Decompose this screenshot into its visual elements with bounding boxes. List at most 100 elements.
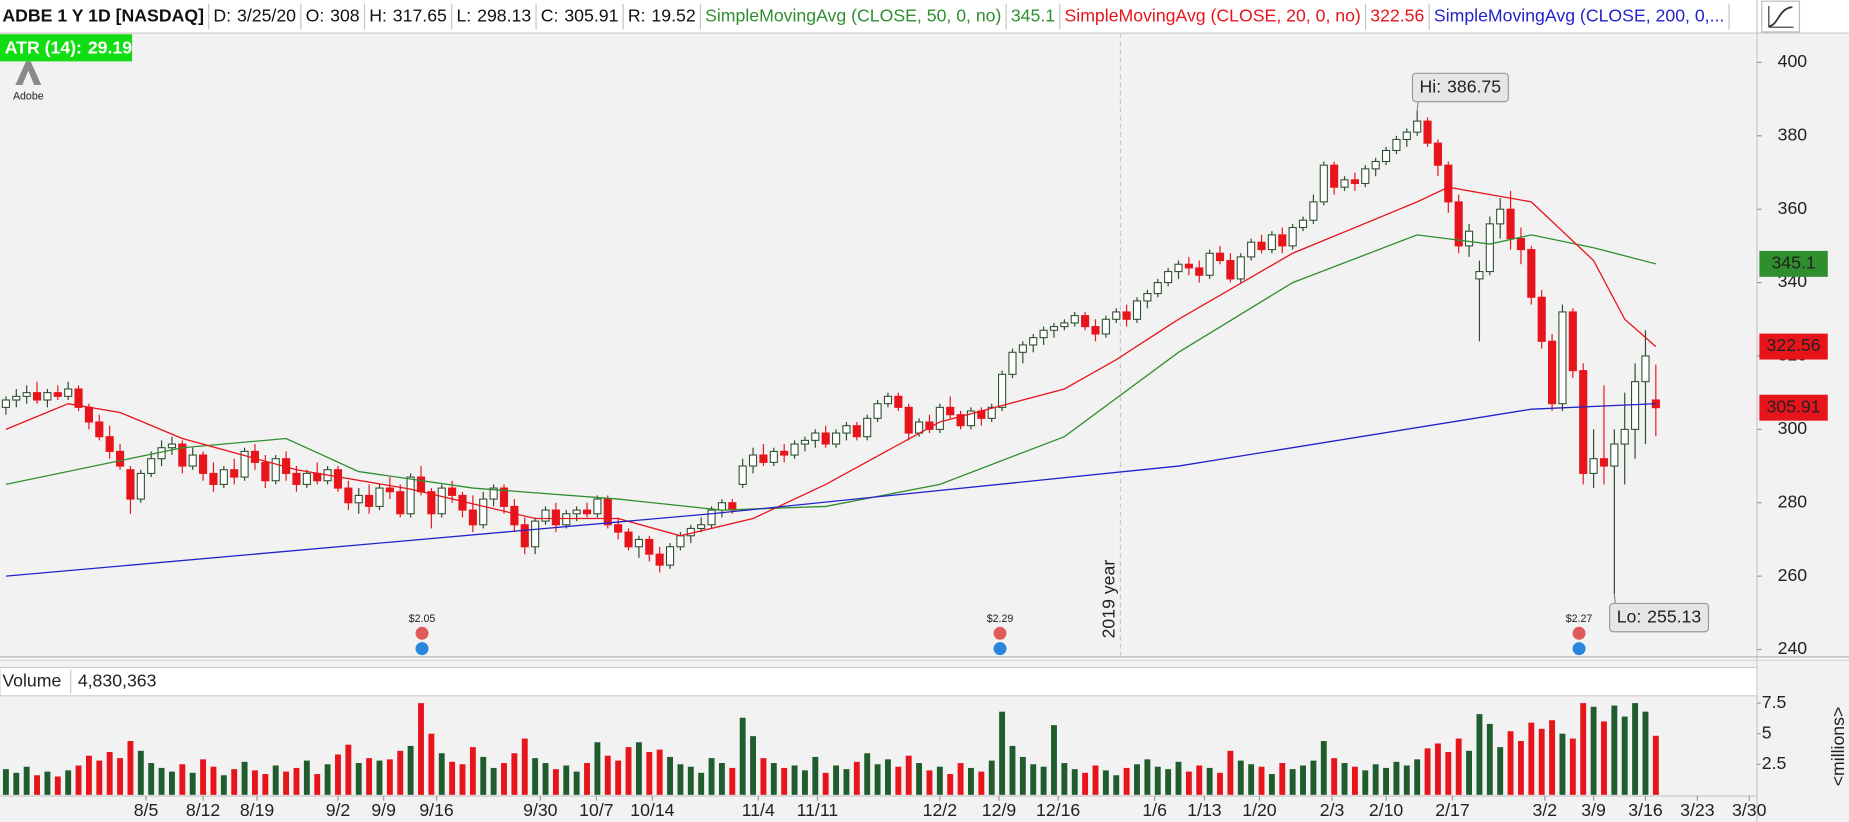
- volume-tick-label: 5: [1762, 722, 1772, 742]
- volume-bar: [75, 765, 82, 795]
- volume-bar: [438, 753, 445, 795]
- y-tick-label: 400: [1778, 51, 1808, 71]
- volume-bar: [801, 770, 808, 795]
- header-text: ADBE 1 Y 1D [NASDAQ]: [2, 5, 204, 25]
- candle-body: [1361, 168, 1370, 185]
- volume-bar: [760, 758, 767, 795]
- candle-body: [800, 439, 810, 445]
- volume-bar: [231, 769, 238, 795]
- volume-bar: [418, 703, 424, 795]
- volume-bar: [1258, 766, 1265, 795]
- candle-body: [1330, 164, 1339, 188]
- callout: Hi: 386.75: [1411, 72, 1509, 103]
- volume-bar: [1165, 769, 1172, 795]
- candle-body: [894, 395, 903, 408]
- y-tick-label: 360: [1778, 198, 1808, 218]
- candle-body: [665, 546, 675, 566]
- volume-bar: [1590, 706, 1597, 795]
- volume-bar: [1061, 763, 1068, 795]
- candle-body: [1195, 267, 1204, 276]
- volume-bar: [1310, 760, 1317, 795]
- candle-body: [1039, 329, 1048, 339]
- candle-body: [966, 410, 976, 427]
- header-item: L: 298.13: [456, 5, 531, 25]
- volume-bar: [853, 761, 860, 795]
- candle-body: [1236, 256, 1245, 280]
- candle-body: [365, 494, 374, 507]
- candle-body: [1, 399, 10, 408]
- chart-style-button[interactable]: [1761, 0, 1801, 33]
- candle-body: [261, 461, 270, 482]
- callout-label: Lo:: [1617, 606, 1642, 626]
- volume-bar: [1134, 764, 1140, 795]
- volume-bar: [1268, 774, 1275, 795]
- x-tick-label: 9/16: [419, 800, 454, 820]
- candle-body: [624, 531, 633, 548]
- volume-bar: [936, 766, 943, 795]
- volume-bar: [1497, 747, 1504, 795]
- volume-bar: [1528, 722, 1535, 795]
- candle-body: [115, 450, 125, 467]
- candle-body: [271, 458, 280, 482]
- volume-bar: [490, 767, 497, 795]
- candle-body: [1631, 381, 1640, 430]
- header-text: 308: [330, 5, 360, 25]
- header-text: 345.1: [1011, 5, 1055, 25]
- x-tick-label: 1/13: [1187, 800, 1222, 820]
- volume-title: Volume: [2, 670, 61, 690]
- x-tick-label: 9/2: [326, 800, 351, 820]
- volume-bar: [1113, 775, 1120, 795]
- candle-body: [1537, 296, 1546, 342]
- volume-bar: [1289, 769, 1296, 795]
- price-tag: [1759, 333, 1828, 360]
- volume-bar: [874, 764, 881, 795]
- volume-bar: [895, 766, 902, 795]
- volume-bar: [127, 741, 134, 795]
- year-label: 2019 year: [1098, 560, 1118, 639]
- event-label: $2.05: [409, 613, 436, 625]
- candle-body: [790, 443, 799, 456]
- volume-bar: [1455, 738, 1462, 795]
- volume-bar: [1071, 769, 1078, 795]
- candle-body: [1132, 300, 1142, 320]
- volume-bar: [220, 775, 227, 795]
- price-tag-label: 305.91: [1767, 396, 1821, 416]
- atr-value: 29.19: [88, 37, 132, 57]
- candle-body: [614, 524, 623, 533]
- dividend-marker: [415, 642, 429, 656]
- volume-bar: [988, 760, 995, 795]
- candle-body: [956, 414, 965, 427]
- logo-text: Adobe: [13, 91, 44, 103]
- volume-bar: [1300, 765, 1306, 795]
- x-tick-label: 12/16: [1036, 800, 1080, 820]
- candle-body: [240, 450, 249, 478]
- header-item: C: 305.91: [541, 5, 619, 25]
- volume-bar: [293, 767, 300, 795]
- candle-body: [1641, 355, 1650, 383]
- earnings-marker: [993, 626, 1007, 640]
- candle-body: [759, 454, 768, 463]
- candle-body: [126, 469, 135, 500]
- candle-body: [53, 392, 62, 397]
- candle-body: [1350, 179, 1359, 185]
- volume-bar: [34, 775, 40, 795]
- candle-body: [1589, 458, 1598, 474]
- volume-bar: [1372, 764, 1379, 795]
- candle-body: [1319, 164, 1328, 203]
- volume-bar: [335, 754, 341, 795]
- candle-body: [74, 388, 83, 408]
- volume-bar: [13, 772, 20, 795]
- volume-bar: [210, 766, 217, 795]
- candle-body: [333, 469, 343, 489]
- volume-bar: [1341, 763, 1348, 795]
- x-tick-label: 3/9: [1581, 800, 1606, 820]
- header-text: D:: [213, 5, 231, 25]
- volume-bar: [698, 772, 705, 795]
- candle-body: [634, 538, 643, 548]
- candle-body: [510, 505, 519, 526]
- candle-body: [1184, 263, 1193, 269]
- header-text: 19.52: [651, 5, 695, 25]
- volume-bar: [314, 774, 321, 795]
- candle-body: [946, 406, 955, 416]
